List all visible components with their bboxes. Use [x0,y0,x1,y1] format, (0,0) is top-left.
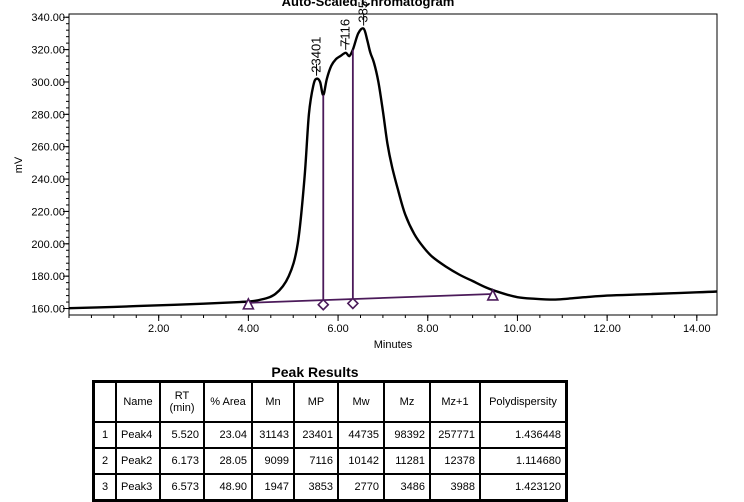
y-tick-label: 320.00 [31,45,65,57]
header-mw: Mw [337,380,385,423]
plot-frame [68,13,718,316]
header-name: Name [115,380,161,423]
peak-mp-label: 3853 [356,0,371,23]
y-tick-label: 260.00 [31,142,65,154]
chromatogram-chart: Auto-Scaled Chromatogram mV Minutes 2.00… [13,0,718,351]
x-tick-label: 12.00 [593,323,621,335]
x-tick-label: 8.00 [417,323,438,335]
y-tick-label: 280.00 [31,109,65,121]
cell-rt: 5.520 [159,421,205,449]
baseline-line [248,293,493,304]
y-tick-label: 340.00 [31,12,65,24]
baseline-start-end-marker [242,297,255,310]
x-axis-label: Minutes [374,339,413,351]
y-tick-label: 200.00 [31,239,65,251]
header-mp: MP [293,380,339,423]
cell-mz1: 3988 [429,473,481,502]
row-index: 1 [92,421,117,449]
x-tick-label: 6.00 [327,323,348,335]
peak-mp-label: 7116 [338,19,353,47]
cell-rt: 6.173 [159,447,205,475]
cell-mz: 3486 [383,473,431,502]
cell-area: 48.90 [203,473,253,502]
cell-mp: 23401 [293,421,339,449]
row-index: 2 [92,447,117,475]
x-tick-label: 4.00 [238,323,259,335]
cell-polydispersity: 1.436448 [479,421,568,449]
cell-polydispersity: 1.114680 [479,447,568,475]
x-tick-label: 14.00 [683,323,711,335]
table-row: 1 Peak4 5.520 23.04 31143 23401 44735 98… [92,421,568,449]
baseline-start-end-marker [486,288,500,301]
cell-name: Peak3 [115,473,161,502]
cell-polydispersity: 1.423120 [479,473,568,502]
peak-split-marker [317,298,330,311]
y-tick-label: 160.00 [31,304,65,316]
plot-axes: 2.00 4.00 6.00 8.00 10.00 12.00 14.00 160.00 180… [31,12,718,335]
y-tick-label: 300.00 [31,77,65,89]
header-mz1: Mz+1 [429,380,481,423]
cell-mz: 98392 [383,421,431,449]
chromatogram-line [68,27,718,310]
chart-title: Auto-Scaled Chromatogram [282,0,455,9]
table-row: 3 Peak3 6.573 48.90 1947 3853 2770 3486 … [92,473,568,502]
cell-area: 23.04 [203,421,253,449]
cell-mn: 9099 [251,447,295,475]
cell-rt: 6.573 [159,473,205,502]
cell-mw: 2770 [337,473,385,502]
y-tick-label: 220.00 [31,206,65,218]
header-mn: Mn [251,380,295,423]
cell-mp: 7116 [293,447,339,475]
y-tick-label: 180.00 [31,271,65,283]
header-rt: RT (min) [159,380,205,423]
peak-results-title: Peak Results [271,364,359,380]
header-area: % Area [203,380,253,423]
peak-split-marker [346,297,359,310]
peak-mp-label: 23401 [309,37,324,73]
cell-name: Peak4 [115,421,161,449]
header-index [92,380,117,423]
cell-mn: 31143 [251,421,295,449]
header-mz: Mz [383,380,431,423]
peak-results-table: Name RT (min) % Area Mn MP Mw Mz Mz+1 Po… [92,380,568,502]
y-axis-label: mV [13,156,25,173]
cell-mw: 10142 [337,447,385,475]
cell-mz1: 12378 [429,447,481,475]
row-index: 3 [92,473,117,502]
cell-mw: 44735 [337,421,385,449]
cell-name: Peak2 [115,447,161,475]
y-tick-label: 240.00 [31,174,65,186]
cell-mn: 1947 [251,473,295,502]
header-polydispersity: Polydispersity [479,380,568,423]
cell-mp: 3853 [293,473,339,502]
x-tick-label: 2.00 [148,323,169,335]
cell-mz1: 257771 [429,421,481,449]
table-header-row: Name RT (min) % Area Mn MP Mw Mz Mz+1 Po… [92,380,568,423]
x-tick-label: 10.00 [504,323,532,335]
cell-mz: 11281 [383,447,431,475]
cell-area: 28.05 [203,447,253,475]
table-row: 2 Peak2 6.173 28.05 9099 7116 10142 1128… [92,447,568,475]
